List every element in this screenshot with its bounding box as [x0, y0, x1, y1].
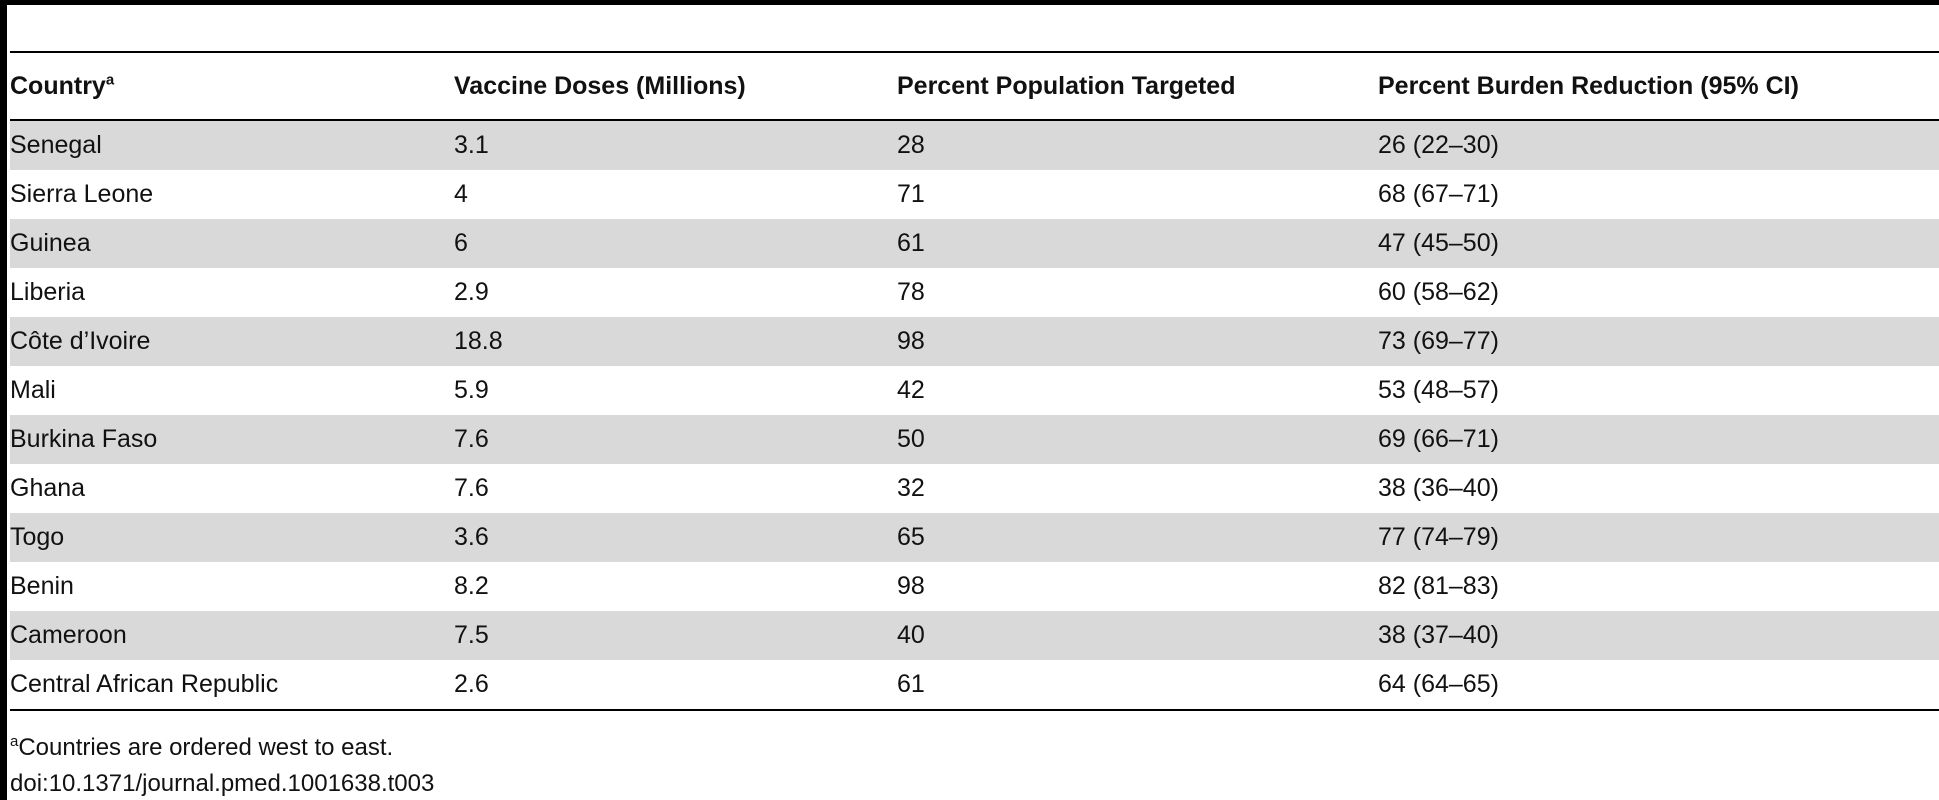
cell-doses: 5.9 — [454, 376, 489, 404]
table-row: Togo 3.6 65 77 (74–79) — [10, 513, 1939, 562]
cell-targeted: 32 — [897, 474, 925, 502]
cell-targeted: 98 — [897, 572, 925, 600]
table-row: Burkina Faso 7.6 50 69 (66–71) — [10, 415, 1939, 464]
cell-country: Cameroon — [10, 621, 127, 649]
cell-doses: 18.8 — [454, 327, 503, 355]
cell-targeted: 40 — [897, 621, 925, 649]
cell-doses: 3.1 — [454, 131, 489, 159]
header-doses: Vaccine Doses (Millions) — [454, 71, 746, 100]
table-body: Senegal 3.1 28 26 (22–30) Sierra Leone 4 71 68 … — [10, 120, 1939, 710]
cell-reduction: 77 (74–79) — [1378, 523, 1499, 551]
cell-targeted: 61 — [897, 229, 925, 257]
table-row: Sierra Leone 4 71 68 (67–71) — [10, 170, 1939, 219]
cell-doses: 2.6 — [454, 670, 489, 698]
cell-doses: 7.5 — [454, 621, 489, 649]
cell-targeted: 28 — [897, 131, 925, 159]
cell-reduction: 53 (48–57) — [1378, 376, 1499, 404]
cell-country: Mali — [10, 376, 56, 404]
cell-doses: 6 — [454, 229, 468, 257]
cell-reduction: 38 (36–40) — [1378, 474, 1499, 502]
doi-label: doi:10.1371/journal.pmed.1001638.t003 — [10, 770, 435, 797]
cell-doses: 7.6 — [454, 474, 489, 502]
data-table: Countrya Vaccine Doses (Millions) Percen… — [10, 51, 1939, 711]
cell-doses: 8.2 — [454, 572, 489, 600]
cell-reduction: 26 (22–30) — [1378, 131, 1499, 159]
table-row: Guinea 6 61 47 (45–50) — [10, 219, 1939, 268]
cell-reduction: 38 (37–40) — [1378, 621, 1499, 649]
cell-country: Togo — [10, 523, 65, 551]
cell-reduction: 69 (66–71) — [1378, 425, 1499, 453]
cell-doses: 3.6 — [454, 523, 489, 551]
header-reduction: Percent Burden Reduction (95% CI) — [1378, 71, 1799, 100]
cell-reduction: 73 (69–77) — [1378, 327, 1499, 355]
header-row: Countrya Vaccine Doses (Millions) Percen… — [10, 52, 1939, 120]
cell-targeted: 71 — [897, 180, 925, 208]
table-row: Liberia 2.9 78 60 (58–62) — [10, 268, 1939, 317]
table-row: Côte d’Ivoire 18.8 98 73 (69–77) — [10, 317, 1939, 366]
cell-country: Benin — [10, 572, 74, 600]
table-row: Ghana 7.6 32 38 (36–40) — [10, 464, 1939, 513]
cell-country: Ghana — [10, 474, 86, 502]
cell-targeted: 61 — [897, 670, 925, 698]
cell-doses: 2.9 — [454, 278, 489, 306]
header-country: Countrya — [10, 52, 454, 120]
table-footnote: aCountries are ordered west to east. — [10, 734, 393, 763]
table-row: Mali 5.9 42 53 (48–57) — [10, 366, 1939, 415]
cell-reduction: 82 (81–83) — [1378, 572, 1499, 600]
cell-country: Guinea — [10, 229, 91, 257]
cell-reduction: 64 (64–65) — [1378, 670, 1499, 698]
cell-reduction: 68 (67–71) — [1378, 180, 1499, 208]
cell-country: Côte d’Ivoire — [10, 327, 151, 355]
table-container: Countrya Vaccine Doses (Millions) Percen… — [10, 51, 1939, 711]
footnote-marker: a — [10, 733, 19, 750]
cell-doses: 4 — [454, 180, 468, 208]
table-row: Central African Republic 2.6 61 64 (64–65) — [10, 660, 1939, 710]
cell-country: Senegal — [10, 131, 102, 159]
cell-country: Central African Republic — [10, 670, 279, 698]
header-country-footnote-marker: a — [105, 71, 115, 89]
cell-targeted: 50 — [897, 425, 925, 453]
table-header: Countrya Vaccine Doses (Millions) Percen… — [10, 52, 1939, 120]
top-rule — [0, 0, 1939, 5]
cell-country: Sierra Leone — [10, 180, 154, 208]
header-targeted: Percent Population Targeted — [897, 71, 1236, 100]
cell-reduction: 60 (58–62) — [1378, 278, 1499, 306]
cell-reduction: 47 (45–50) — [1378, 229, 1499, 257]
footnote-text: Countries are ordered west to east. — [18, 734, 394, 761]
cell-country: Liberia — [10, 278, 86, 306]
table-row: Benin 8.2 98 82 (81–83) — [10, 562, 1939, 611]
cell-targeted: 78 — [897, 278, 925, 306]
left-border — [0, 0, 7, 800]
header-country-label: Country — [10, 71, 106, 100]
cell-targeted: 42 — [897, 376, 925, 404]
cell-country: Burkina Faso — [10, 425, 158, 453]
cell-doses: 7.6 — [454, 425, 489, 453]
cell-targeted: 98 — [897, 327, 925, 355]
table-row: Cameroon 7.5 40 38 (37–40) — [10, 611, 1939, 660]
table-row: Senegal 3.1 28 26 (22–30) — [10, 120, 1939, 170]
cell-targeted: 65 — [897, 523, 925, 551]
